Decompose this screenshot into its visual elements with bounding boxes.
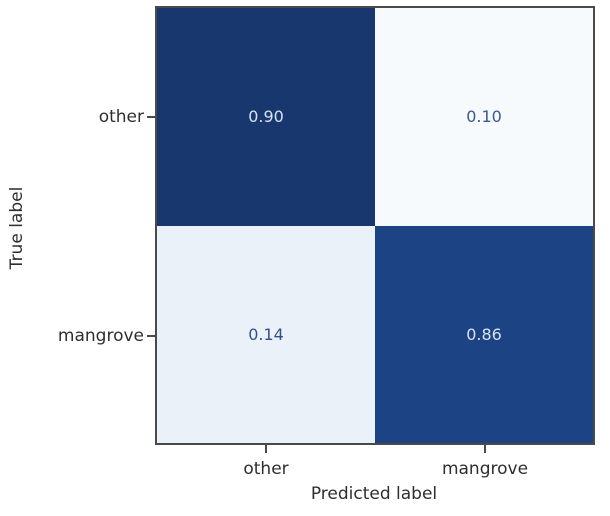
x-tick-mark [484,445,486,453]
heatmap-grid: 0.90 0.10 0.14 0.86 [155,6,595,445]
y-tick-mark [147,116,155,118]
cell-value: 0.10 [466,107,502,127]
matrix-cell-true-mangrove-pred-other: 0.14 [157,225,375,443]
x-tick-label-other: other [243,459,289,479]
cell-value: 0.90 [248,107,284,127]
matrix-cell-true-other-pred-mangrove: 0.10 [375,8,593,226]
y-axis-label: True label [7,186,27,270]
cell-value: 0.14 [248,324,284,344]
cell-value: 0.86 [466,324,502,344]
x-tick-mark [265,445,267,453]
y-tick-label-mangrove: mangrove [57,326,144,346]
matrix-cell-true-mangrove-pred-mangrove: 0.86 [375,225,593,443]
matrix-cell-true-other-pred-other: 0.90 [157,8,375,226]
y-tick-mark [147,335,155,337]
x-axis-label: Predicted label [310,484,438,504]
y-tick-label-other: other [98,107,144,127]
x-tick-label-mangrove: mangrove [441,459,529,479]
